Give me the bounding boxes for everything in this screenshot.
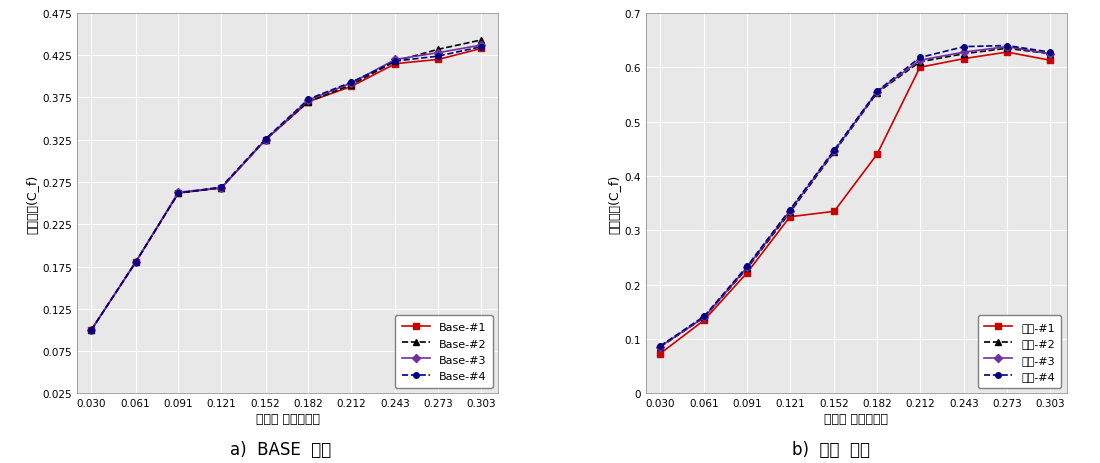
Base-#1 xyxy=(389,62,403,67)
개선-#3 xyxy=(1043,52,1056,57)
개선-#2 xyxy=(783,210,796,216)
X-axis label: 무차원 밸브리프트: 무차원 밸브리프트 xyxy=(824,413,889,425)
Base-#1 xyxy=(214,186,228,191)
개선-#1 xyxy=(958,56,971,62)
Legend: Base-#1, Base-#2, Base-#3, Base-#4: Base-#1, Base-#2, Base-#3, Base-#4 xyxy=(395,315,493,388)
개선-#1 xyxy=(827,209,840,215)
개선-#2 xyxy=(740,266,754,272)
Base-#2 xyxy=(129,260,142,266)
Base-#4 xyxy=(431,54,444,60)
개선-#4 xyxy=(870,89,883,95)
Base-#4 xyxy=(214,185,228,190)
Base-#1 xyxy=(431,57,444,63)
Base-#4 xyxy=(258,137,272,143)
Y-axis label: 유량계수(C_f): 유량계수(C_f) xyxy=(25,174,39,233)
개선-#4 xyxy=(783,207,796,213)
Base-#3 xyxy=(301,98,315,104)
Line: Base-#1: Base-#1 xyxy=(88,47,484,333)
Base-#4 xyxy=(301,97,315,103)
Base-#3 xyxy=(389,57,403,63)
개선-#4 xyxy=(827,148,840,153)
개선-#2 xyxy=(913,60,926,65)
Base-#1 xyxy=(172,191,185,196)
Base-#1 xyxy=(344,85,358,90)
Base-#2 xyxy=(431,47,444,53)
개선-#2 xyxy=(653,344,667,350)
Base-#3 xyxy=(431,51,444,56)
Text: b)  개선  포트: b) 개선 포트 xyxy=(792,440,869,458)
개선-#1 xyxy=(870,152,883,158)
개선-#2 xyxy=(958,52,971,57)
Base-#3 xyxy=(85,327,98,333)
X-axis label: 무차원 밸브리프트: 무차원 밸브리프트 xyxy=(255,413,320,425)
개선-#4 xyxy=(1000,44,1013,49)
개선-#4 xyxy=(740,264,754,269)
개선-#3 xyxy=(913,58,926,64)
Base-#3 xyxy=(214,186,228,191)
개선-#4 xyxy=(653,344,667,349)
개선-#4 xyxy=(913,56,926,61)
개선-#4 xyxy=(958,45,971,50)
개선-#3 xyxy=(740,265,754,270)
Base-#2 xyxy=(389,59,403,65)
Line: Base-#3: Base-#3 xyxy=(88,43,484,333)
Base-#2 xyxy=(301,100,315,105)
Base-#4 xyxy=(344,80,358,86)
개선-#4 xyxy=(697,314,711,319)
Base-#4 xyxy=(474,45,487,50)
개선-#1 xyxy=(697,318,711,323)
Base-#4 xyxy=(389,59,403,65)
개선-#1 xyxy=(1000,50,1013,56)
Base-#2 xyxy=(85,327,98,333)
개선-#2 xyxy=(827,150,840,156)
Y-axis label: 유량계수(C_f): 유량계수(C_f) xyxy=(607,174,620,233)
Line: Base-#2: Base-#2 xyxy=(88,38,484,333)
Line: 개선-#1: 개선-#1 xyxy=(657,50,1053,357)
개선-#2 xyxy=(1043,52,1056,57)
Base-#4 xyxy=(85,327,98,333)
Base-#3 xyxy=(474,43,487,49)
Base-#1 xyxy=(258,138,272,143)
Text: a)  BASE  포트: a) BASE 포트 xyxy=(230,440,331,458)
개선-#3 xyxy=(870,90,883,95)
Base-#1 xyxy=(129,260,142,266)
개선-#3 xyxy=(783,208,796,214)
개선-#3 xyxy=(958,50,971,56)
개선-#1 xyxy=(740,270,754,276)
Base-#3 xyxy=(129,260,142,266)
Base-#3 xyxy=(258,138,272,143)
개선-#1 xyxy=(1043,58,1056,64)
개선-#1 xyxy=(653,351,667,357)
Base-#2 xyxy=(258,138,272,143)
개선-#3 xyxy=(827,149,840,155)
Base-#3 xyxy=(172,190,185,195)
Base-#2 xyxy=(344,83,358,88)
개선-#3 xyxy=(697,315,711,320)
개선-#2 xyxy=(1000,46,1013,52)
Base-#4 xyxy=(172,191,185,196)
Base-#1 xyxy=(474,47,487,52)
Base-#2 xyxy=(474,38,487,44)
Line: 개선-#2: 개선-#2 xyxy=(657,46,1053,350)
Base-#2 xyxy=(172,191,185,196)
개선-#1 xyxy=(783,214,796,220)
Base-#1 xyxy=(301,100,315,105)
개선-#1 xyxy=(913,65,926,71)
Base-#3 xyxy=(344,81,358,87)
Legend: 개선-#1, 개선-#2, 개선-#3, 개선-#4: 개선-#1, 개선-#2, 개선-#3, 개선-#4 xyxy=(978,315,1062,388)
Line: 개선-#3: 개선-#3 xyxy=(657,45,1053,350)
개선-#2 xyxy=(697,315,711,320)
Base-#2 xyxy=(214,186,228,191)
Base-#1 xyxy=(85,327,98,333)
개선-#3 xyxy=(1000,45,1013,50)
개선-#2 xyxy=(870,91,883,96)
Line: 개선-#4: 개선-#4 xyxy=(657,44,1053,349)
Line: Base-#4: Base-#4 xyxy=(88,45,484,333)
개선-#3 xyxy=(653,344,667,350)
Base-#4 xyxy=(129,260,142,266)
개선-#4 xyxy=(1043,50,1056,56)
